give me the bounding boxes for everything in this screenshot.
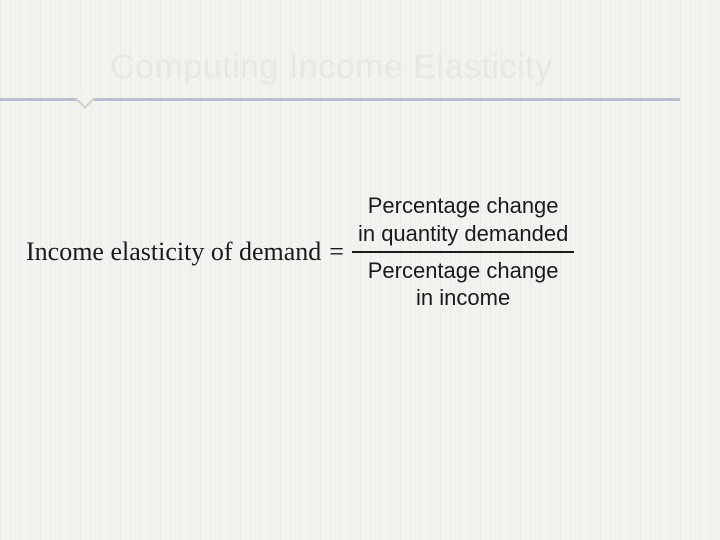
denominator-line2: in income — [416, 285, 510, 310]
slide-title: Computing Income Elasticity — [110, 48, 720, 87]
formula-lhs: Income elasticity of demand — [26, 237, 321, 267]
formula-fraction: Percentage change in quantity demanded P… — [352, 190, 574, 314]
formula-area: Income elasticity of demand = Percentage… — [26, 190, 694, 314]
denominator-line1: Percentage change — [368, 258, 559, 283]
notch-decoration — [75, 89, 95, 109]
numerator-line1: Percentage change — [368, 193, 559, 218]
formula-numerator: Percentage change in quantity demanded — [352, 190, 574, 249]
formula-denominator: Percentage change in income — [362, 255, 565, 314]
numerator-line2: in quantity demanded — [358, 221, 568, 246]
fraction-bar — [352, 251, 574, 253]
header-area: Computing Income Elasticity — [0, 0, 720, 87]
title-underline — [0, 98, 680, 101]
formula-equals: = — [321, 237, 352, 267]
